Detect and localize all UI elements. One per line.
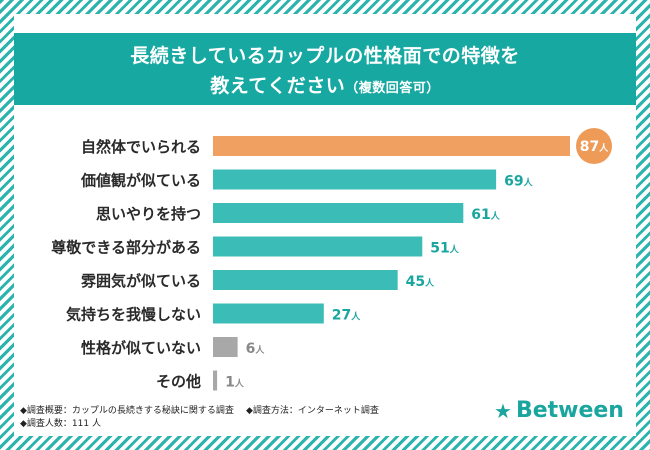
bar [213,169,497,190]
category-label: 雰囲気が似ている [81,272,201,290]
category-label: 自然体でいられる [81,138,201,156]
value-label: 87人 [580,139,609,155]
between-logo: ★ Between [494,398,624,423]
chart-title-main: 教えてください [210,75,346,97]
star-icon: ★ [494,398,512,423]
footnotes: ◆調査概要：カップルの長続きする秘訣に関する調査 ◆調査方法：インターネット調査 … [20,405,379,431]
bar [213,236,423,257]
value-label: 6人 [246,341,266,357]
bar [213,337,238,357]
category-label: 価値観が似ている [80,172,201,190]
chart-title-note: （複数回答可） [345,81,440,96]
value-label: 61人 [471,207,500,223]
footnote-survey-method: ◆調査方法：インターネット調査 [245,406,379,416]
bar [213,136,570,156]
category-label: 尊敬できる部分がある [51,239,201,257]
value-label: 45人 [406,274,435,290]
value-label: 27人 [332,308,361,324]
value-label: 1人 [225,375,245,391]
chart-title-line2: 教えてください（複数回答可） [14,71,636,98]
category-label: 性格が似ていない [81,339,201,357]
category-label: 気持ちを我慢しない [66,306,201,324]
chart-title-line1: 長続きしているカップルの性格面での特徴を [130,45,520,67]
value-label: 69人 [504,174,533,190]
bar [213,303,324,324]
bar [213,270,398,290]
category-label: その他 [156,373,201,391]
category-label: 思いやりを持つ [96,205,201,223]
bar [213,203,464,223]
title-banner: 長続きしているカップルの性格面での特徴を 教えてください（複数回答可） [14,33,636,105]
footnote-survey-summary: ◆調査概要：カップルの長続きする秘訣に関する調査 [20,406,234,416]
value-label: 51人 [430,241,459,257]
bar [213,370,218,391]
logo-text: Between [515,398,624,423]
footnote-respondents: ◆調査人数：111 人 [20,419,101,429]
highlight-badge [576,128,612,164]
